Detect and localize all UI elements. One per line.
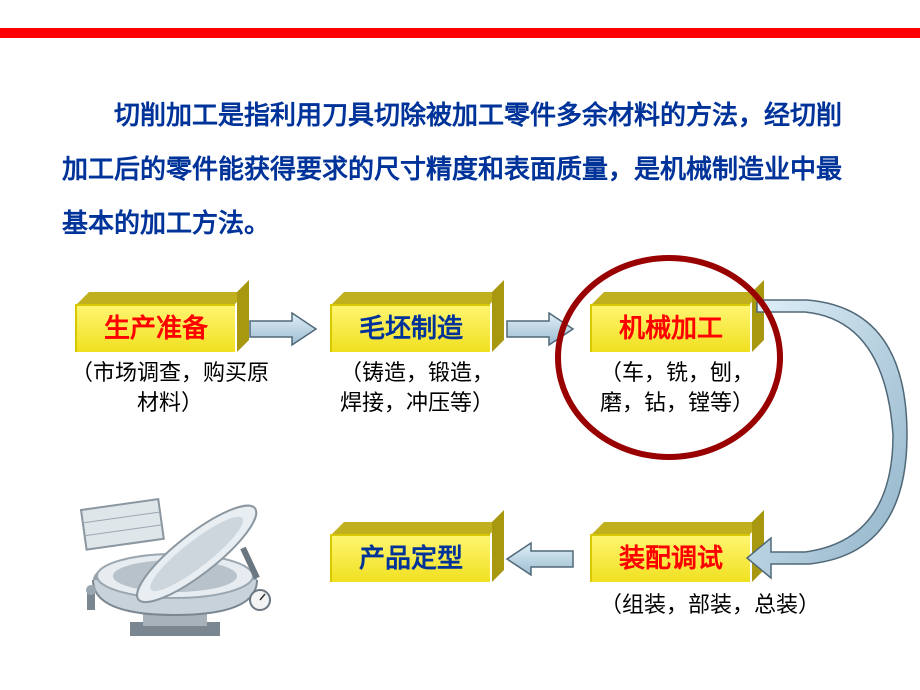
box-assembly: 装配调试 <box>590 534 750 582</box>
box-label: 装配调试 <box>619 543 723 573</box>
intro-paragraph: 切削加工是指利用刀具切除被加工零件多余材料的方法，经切削加工后的零件能获得要求的… <box>62 88 862 250</box>
arrow-5to4-icon <box>505 540 575 578</box>
subtext-production-prep: （市场调查，购买原材料） <box>70 358 270 418</box>
highlight-circle-icon <box>555 255 783 460</box>
intro-text: 切削加工是指利用刀具切除被加工零件多余材料的方法，经切削加工后的零件能获得要求的… <box>62 100 842 238</box>
box-production-prep: 生产准备 <box>75 304 235 352</box>
subtext-blank-manufacture: （铸造，锻造，焊接，冲压等） <box>340 358 500 418</box>
box-label: 产品定型 <box>359 543 463 573</box>
box-label: 毛坯制造 <box>359 313 463 343</box>
arrow-1to2-icon <box>248 310 318 348</box>
box-product-final: 产品定型 <box>330 534 490 582</box>
box-blank-manufacture: 毛坯制造 <box>330 304 490 352</box>
header-red-bar <box>0 28 920 38</box>
machine-illustration <box>75 450 285 650</box>
box-label: 生产准备 <box>104 313 208 343</box>
